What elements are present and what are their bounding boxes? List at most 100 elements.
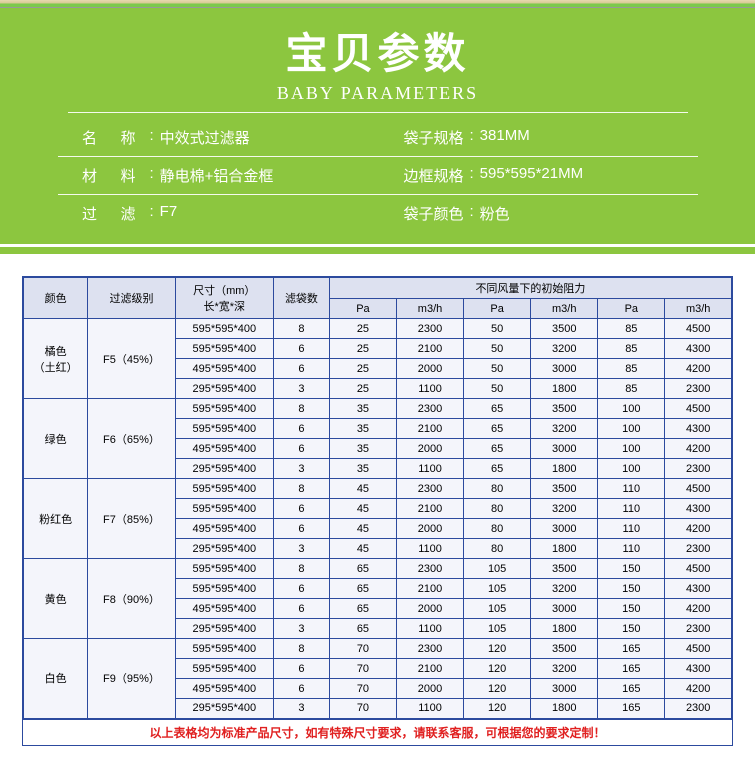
cell-size: 295*595*400: [175, 699, 273, 719]
cell-value: 70: [329, 659, 396, 679]
cell-value: 50: [464, 339, 531, 359]
cell-bags: 6: [273, 579, 329, 599]
cell-value: 3000: [531, 599, 598, 619]
cell-size: 595*595*400: [175, 399, 273, 419]
cell-size: 295*595*400: [175, 459, 273, 479]
title-chinese: 宝贝参数: [0, 20, 755, 81]
cell-bags: 8: [273, 479, 329, 499]
cell-value: 4300: [665, 499, 732, 519]
cell-color: 橘色（土红）: [23, 319, 88, 399]
cell-bags: 3: [273, 699, 329, 719]
cell-bags: 6: [273, 599, 329, 619]
info-value: F7: [160, 203, 372, 224]
cell-value: 45: [329, 539, 396, 559]
header-block: 宝贝参数 BABY PARAMETERS 名 称: 中效式过滤器 袋子规格: 3…: [0, 8, 755, 244]
cell-bags: 6: [273, 659, 329, 679]
table-row: 黄色F8（90%）595*595*40086523001053500150450…: [23, 559, 732, 579]
table-row: 橘色（土红）F5（45%）595*595*4008252300503500854…: [23, 319, 732, 339]
cell-size: 595*595*400: [175, 499, 273, 519]
cell-bags: 3: [273, 619, 329, 639]
cell-value: 3200: [531, 499, 598, 519]
cell-value: 50: [464, 359, 531, 379]
cell-value: 4300: [665, 419, 732, 439]
cell-value: 3000: [531, 439, 598, 459]
cell-value: 80: [464, 499, 531, 519]
cell-value: 4200: [665, 519, 732, 539]
cell-value: 65: [329, 559, 396, 579]
cell-value: 2300: [665, 619, 732, 639]
cell-value: 2100: [396, 419, 463, 439]
cell-value: 150: [598, 579, 665, 599]
cell-value: 65: [329, 619, 396, 639]
cell-value: 4200: [665, 599, 732, 619]
cell-value: 2000: [396, 599, 463, 619]
cell-value: 3500: [531, 319, 598, 339]
info-value: 381MM: [480, 127, 692, 148]
cell-value: 35: [329, 439, 396, 459]
cell-bags: 6: [273, 519, 329, 539]
cell-value: 3200: [531, 579, 598, 599]
cell-value: 80: [464, 519, 531, 539]
cell-bags: 6: [273, 679, 329, 699]
cell-bags: 8: [273, 639, 329, 659]
cell-color: 绿色: [23, 399, 88, 479]
cell-value: 50: [464, 319, 531, 339]
cell-value: 1100: [396, 699, 463, 719]
cell-value: 150: [598, 599, 665, 619]
top-decor-strip: [0, 0, 755, 8]
cell-size: 595*595*400: [175, 319, 273, 339]
cell-value: 120: [464, 659, 531, 679]
cell-value: 120: [464, 679, 531, 699]
cell-value: 65: [464, 419, 531, 439]
table-row: 白色F9（95%）595*595*40087023001203500165450…: [23, 639, 732, 659]
cell-value: 3000: [531, 679, 598, 699]
cell-bags: 3: [273, 379, 329, 399]
cell-value: 105: [464, 559, 531, 579]
cell-value: 165: [598, 639, 665, 659]
cell-value: 85: [598, 339, 665, 359]
info-item: 材 料: 静电棉+铝合金框: [58, 157, 378, 194]
cell-value: 45: [329, 479, 396, 499]
info-item: 袋子颜色: 粉色: [378, 195, 698, 232]
table-row: 绿色F6（65%）595*595*40083523006535001004500: [23, 399, 732, 419]
th-resistance: 不同风量下的初始阻力: [329, 277, 732, 299]
cell-value: 4200: [665, 679, 732, 699]
cell-value: 4500: [665, 319, 732, 339]
cell-value: 105: [464, 599, 531, 619]
cell-value: 80: [464, 479, 531, 499]
cell-value: 120: [464, 699, 531, 719]
spec-table: 颜色 过滤级别 尺寸（mm）长*宽*深 滤袋数 不同风量下的初始阻力 Pam3/…: [22, 276, 733, 720]
info-value: 中效式过滤器: [160, 127, 372, 148]
cell-value: 110: [598, 479, 665, 499]
cell-value: 4300: [665, 659, 732, 679]
cell-size: 495*595*400: [175, 599, 273, 619]
cell-value: 35: [329, 419, 396, 439]
cell-value: 25: [329, 339, 396, 359]
cell-value: 1800: [531, 699, 598, 719]
cell-value: 100: [598, 439, 665, 459]
cell-size: 595*595*400: [175, 479, 273, 499]
cell-value: 1800: [531, 619, 598, 639]
cell-size: 495*595*400: [175, 439, 273, 459]
cell-value: 120: [464, 639, 531, 659]
info-item: 边框规格: 595*595*21MM: [378, 157, 698, 194]
cell-value: 2300: [396, 639, 463, 659]
cell-value: 100: [598, 459, 665, 479]
cell-value: 35: [329, 459, 396, 479]
cell-size: 495*595*400: [175, 679, 273, 699]
cell-value: 2100: [396, 659, 463, 679]
th-unit: Pa: [598, 299, 665, 319]
cell-value: 2300: [396, 319, 463, 339]
cell-size: 595*595*400: [175, 639, 273, 659]
cell-value: 110: [598, 499, 665, 519]
cell-value: 110: [598, 539, 665, 559]
cell-value: 70: [329, 699, 396, 719]
title-english: BABY PARAMETERS: [68, 83, 688, 113]
cell-grade: F7（85%）: [88, 479, 175, 559]
cell-value: 4500: [665, 479, 732, 499]
cell-value: 105: [464, 579, 531, 599]
cell-value: 1100: [396, 459, 463, 479]
cell-value: 2300: [396, 479, 463, 499]
cell-size: 495*595*400: [175, 519, 273, 539]
th-unit: Pa: [329, 299, 396, 319]
